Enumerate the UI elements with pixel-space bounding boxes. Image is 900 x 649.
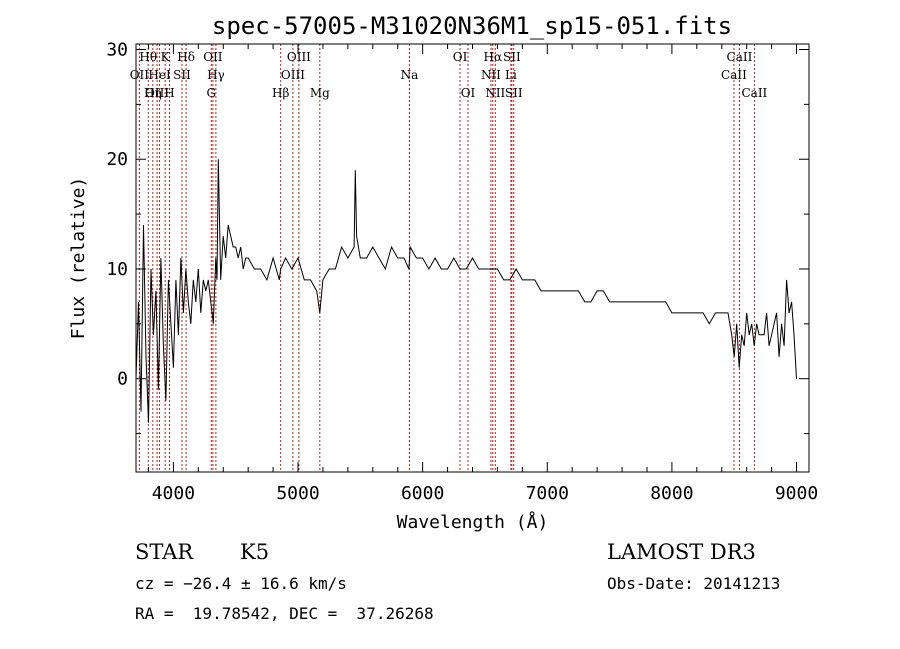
marker-label-15: Mg xyxy=(310,86,330,100)
marker-label-5: Hη xyxy=(144,86,162,100)
marker-label-1: OII xyxy=(130,68,150,82)
marker-label-13: OIII xyxy=(281,68,305,82)
y-tick-label-1: 10 xyxy=(106,259,128,280)
marker-label-26: CaII xyxy=(721,68,747,82)
marker-label-19: Hα xyxy=(484,50,503,64)
marker-label-2: OIII xyxy=(145,86,169,100)
marker-label-25: CaII xyxy=(727,50,753,64)
marker-label-24: SII xyxy=(505,86,523,100)
marker-label-12: OIII xyxy=(287,50,311,64)
marker-label-8: SII xyxy=(173,68,191,82)
line-marker-labels: Hθ OII OIII K HeI Hη H Hδ SII OII Hγ G OIII OIII Hβ Mg N… xyxy=(130,50,768,100)
spectrum-line xyxy=(135,159,797,423)
marker-label-3: K xyxy=(161,50,171,64)
marker-label-27: CaII xyxy=(741,86,767,100)
x-tick-label-5: 9000 xyxy=(775,483,818,504)
x-tick-label-3: 7000 xyxy=(526,483,569,504)
object-class: STAR xyxy=(135,540,194,564)
marker-label-6: H xyxy=(164,86,174,100)
marker-label-10: Hγ xyxy=(207,68,225,82)
y-tick-label-3: 30 xyxy=(106,39,128,60)
obs-date: Obs-Date: 20141213 xyxy=(607,574,781,593)
x-tick-label-1: 5000 xyxy=(276,483,319,504)
marker-label-7: Hδ xyxy=(177,50,195,64)
survey-name: LAMOST DR3 xyxy=(607,540,756,564)
marker-label-0: Hθ xyxy=(139,50,157,64)
x-tick-label-2: 6000 xyxy=(401,483,444,504)
redshift-cz: cz = −26.4 ± 16.6 km/s xyxy=(135,574,347,593)
coordinates: RA = 19.78542, DEC = 37.26268 xyxy=(135,604,434,623)
x-tick-label-4: 8000 xyxy=(650,483,693,504)
marker-label-16: Na xyxy=(401,68,419,82)
chart-title: spec-57005-M31020N36M1_sp15-051.fits xyxy=(212,12,732,40)
subclass: K5 xyxy=(240,540,270,564)
y-tick-label-0: 0 xyxy=(117,369,128,390)
y-axis-label: Flux (relative) xyxy=(68,177,89,340)
marker-label-21: NII xyxy=(481,68,501,82)
marker-label-22: Li xyxy=(505,68,517,82)
marker-label-23: NII xyxy=(485,86,505,100)
x-axis-label: Wavelength (Å) xyxy=(397,511,549,533)
marker-label-4: HeI xyxy=(148,68,171,82)
y-tick-label-2: 20 xyxy=(106,149,128,170)
marker-label-18: OI xyxy=(461,86,476,100)
marker-label-17: OI xyxy=(453,50,468,64)
marker-label-20: SII xyxy=(503,50,521,64)
axis-ticks: 4000 5000 6000 7000 8000 9000 0 10 20 30 xyxy=(106,39,818,504)
x-tick-label-0: 4000 xyxy=(152,483,195,504)
marker-label-9: OII xyxy=(203,50,223,64)
marker-label-11: G xyxy=(206,86,216,100)
line-markers xyxy=(138,44,755,472)
marker-label-14: Hβ xyxy=(272,86,289,100)
